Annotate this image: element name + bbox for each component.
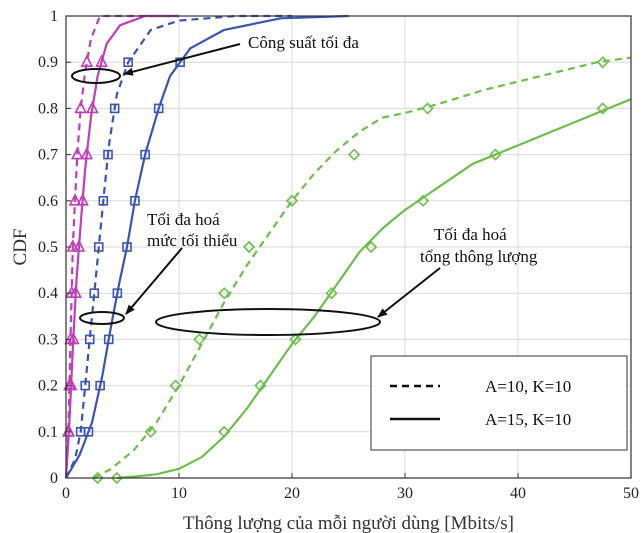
y-tick-label: 0.7 [38, 147, 58, 164]
y-tick-label: 0.6 [38, 193, 58, 210]
diamond-marker [91, 471, 104, 485]
y-tick-label: 0.8 [38, 100, 58, 117]
diamond-marker [193, 333, 206, 346]
square-marker [103, 149, 113, 160]
annotation-max-power: Công suất tối đa [248, 33, 359, 52]
y-tick-label: 1 [50, 8, 58, 25]
x-tick-label: 30 [397, 485, 413, 502]
triangle-marker [72, 239, 86, 252]
square-marker [80, 380, 91, 391]
max-power-ellipse [71, 68, 121, 84]
series-line-sum-rate-solid [116, 98, 632, 480]
y-tick-label: 0.1 [38, 424, 58, 441]
square-marker [112, 288, 123, 299]
triangle-marker [66, 331, 80, 345]
square-marker [84, 334, 95, 345]
x-tick-label: 0 [62, 485, 70, 502]
y-axis-title: CDF [10, 229, 31, 266]
series-line-max-min-solid [65, 14, 349, 479]
diamond-marker [169, 379, 182, 392]
diamond-marker [242, 240, 256, 254]
triangle-marker [66, 239, 80, 252]
grid [65, 15, 632, 479]
triangle-marker [80, 54, 94, 67]
max-min-ellipse [79, 311, 125, 325]
diamond-marker [416, 194, 430, 207]
y-tick-label: 0.2 [38, 378, 58, 395]
max-power-arrow [123, 43, 241, 76]
diamond-marker [348, 148, 361, 161]
triangle-marker [68, 193, 82, 206]
square-marker [89, 288, 100, 299]
sum-rate-arrow [377, 267, 441, 318]
square-marker [95, 380, 105, 391]
y-tick-label: 0.9 [38, 54, 58, 71]
annotation-sum-rate-line1: Tối đa hoá [434, 225, 507, 244]
diamond-marker [289, 333, 302, 346]
x-axis-title: Thông lượng của mỗi người dùng [Mbits/s] [183, 513, 514, 533]
diamond-marker [421, 102, 434, 115]
square-marker [153, 103, 164, 114]
square-marker [140, 149, 150, 160]
legend: A=10, K=10 A=15, K=10 [370, 355, 628, 451]
square-marker [122, 242, 132, 252]
series-line-sum-rate-dashed [93, 56, 632, 479]
annotation-max-min-line1: Tối đa hoá [147, 210, 220, 229]
triangle-marker [74, 100, 87, 114]
triangle-marker [86, 100, 99, 114]
x-tick-label: 40 [510, 485, 526, 502]
square-marker [98, 196, 109, 206]
y-tick-label: 0.5 [38, 239, 58, 256]
triangle-marker [69, 285, 82, 299]
annotations: Công suất tối đa Tối đa hoá mức tối thiể… [71, 33, 538, 336]
square-marker [123, 57, 133, 68]
axes: 0 10 20 30 40 50 0 0.1 0.2 0.3 0.4 0.5 0.6 0.7 0.8 0.9 1… [10, 8, 639, 533]
triangle-marker [71, 146, 84, 160]
diamond-marker [110, 471, 123, 485]
legend-box [370, 355, 628, 451]
y-tick-label: 0 [50, 470, 58, 487]
triangle-marker [76, 193, 89, 206]
diamond-marker [364, 240, 378, 254]
diamond-marker [596, 56, 609, 69]
series-group [61, 14, 632, 485]
series-line-max-min-dashed [65, 14, 292, 479]
diamond-marker [144, 425, 157, 438]
diamond-marker [596, 102, 609, 115]
square-marker [103, 334, 114, 345]
sum-rate-ellipse [155, 308, 381, 336]
max-min-arrow [125, 247, 183, 315]
legend-label-dashed: A=10, K=10 [485, 377, 571, 396]
diamond-marker [254, 379, 267, 392]
x-tick-label: 10 [171, 485, 187, 502]
square-marker [175, 57, 185, 68]
y-tick-label: 0.3 [38, 331, 58, 348]
square-marker [93, 242, 104, 252]
diamond-marker [489, 148, 502, 161]
triangle-marker [95, 54, 108, 67]
x-tick-label: 20 [284, 485, 300, 502]
triangle-marker [80, 146, 94, 160]
diamond-marker [325, 287, 338, 300]
legend-label-solid: A=15, K=10 [485, 410, 571, 429]
square-marker [109, 103, 120, 114]
square-marker [83, 426, 94, 437]
diamond-marker [218, 287, 231, 300]
diamond-marker [218, 425, 231, 438]
square-marker [130, 196, 140, 206]
x-tick-label: 50 [623, 485, 639, 502]
y-tick-label: 0.4 [38, 285, 58, 302]
annotation-max-min-line2: mức tối thiểu [147, 231, 238, 250]
annotation-sum-rate-line2: tổng thông lượng [420, 247, 538, 266]
diamond-marker [285, 194, 299, 207]
triangle-marker [64, 377, 78, 391]
series-line-max-power-solid [64, 14, 179, 479]
